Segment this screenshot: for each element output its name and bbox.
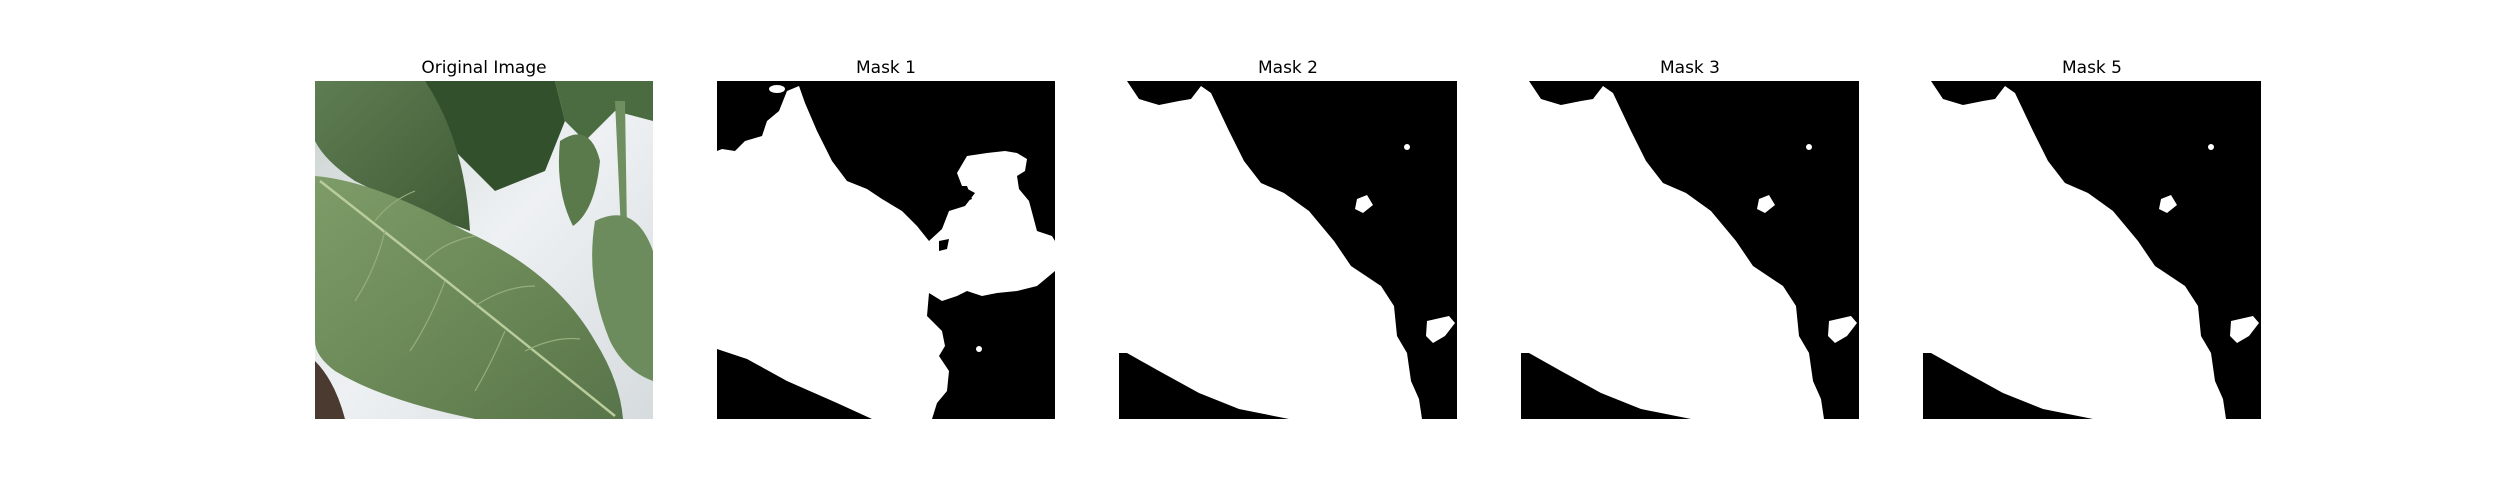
panel-original-image: Original Image [314, 55, 654, 419]
panel-title: Mask 3 [1659, 58, 1720, 78]
mask-2-image [1119, 81, 1457, 419]
mask-3-image [1521, 81, 1859, 419]
panel-title: Mask 2 [1257, 58, 1318, 78]
panel-mask-5: Mask 5 [1922, 55, 2262, 419]
panel-mask-1: Mask 1 [716, 55, 1056, 419]
original-leaf-photo [315, 81, 653, 419]
panel-mask-3: Mask 3 [1520, 55, 1860, 419]
mask-1-image [717, 81, 1055, 419]
mask-5-image [1923, 81, 2261, 419]
panel-title: Original Image [421, 58, 547, 78]
panel-title: Mask 1 [855, 58, 916, 78]
panel-mask-2: Mask 2 [1118, 55, 1458, 419]
panel-title: Mask 5 [2061, 58, 2122, 78]
